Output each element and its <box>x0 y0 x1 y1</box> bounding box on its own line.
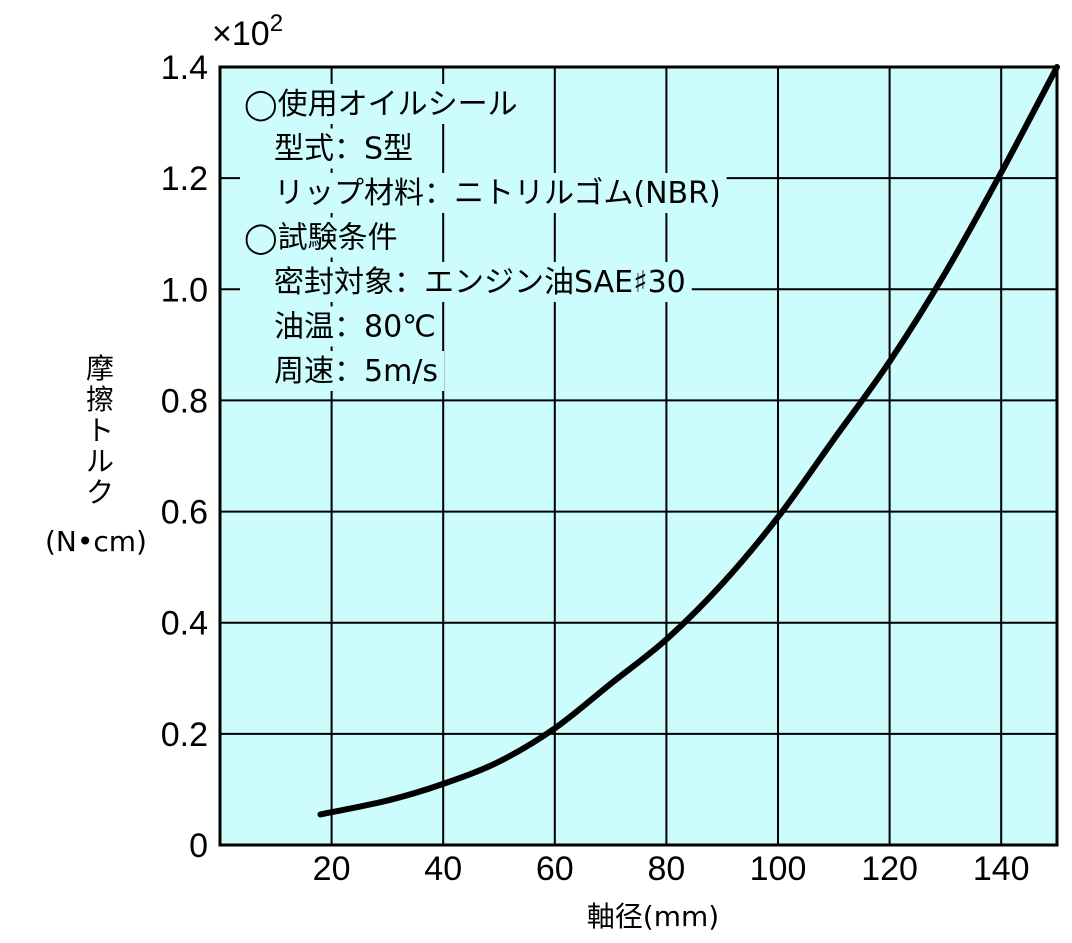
x-axis-label: 軸径(mm) <box>587 900 719 933</box>
y-axis-label-char: ト <box>86 414 114 447</box>
note-line-background <box>240 84 524 124</box>
x-tick-label: 120 <box>861 850 918 888</box>
note-line: 周速：5m/s <box>244 354 438 389</box>
note-line: 油温：80℃ <box>244 310 436 345</box>
plot-frame <box>218 65 1059 847</box>
y-axis-label-char: ル <box>86 445 114 478</box>
note-line-background <box>240 351 445 391</box>
x-tick-label: 20 <box>313 850 351 888</box>
x-tick-label: 80 <box>647 850 685 888</box>
y-tick-label: 0.2 <box>161 716 208 754</box>
y-axis-multiplier: ×102 <box>212 10 283 53</box>
y-tick-label: 1.4 <box>161 49 208 87</box>
x-tick-label: 100 <box>750 850 807 888</box>
x-tick-label: 40 <box>424 850 462 888</box>
y-axis-label-char: ク <box>86 476 114 509</box>
y-tick-label: 0 <box>189 827 208 865</box>
friction-torque-curve <box>317 64 1060 818</box>
x-tick-label: 60 <box>536 850 574 888</box>
y-tick-label: 0.8 <box>161 382 208 420</box>
note-line: ◯試験条件 <box>244 221 398 256</box>
x-axis-ticks: 20 40 60 80 100 120 140 <box>313 850 1030 888</box>
note-line-background <box>240 128 420 169</box>
conditions-note: ◯使用オイルシール 型式：S型 リップ材料：ニトリルゴム(NBR) ◯試験条件 密… <box>240 84 727 391</box>
note-line-background <box>240 173 727 213</box>
y-axis-multiplier-exponent: 2 <box>270 10 283 37</box>
y-axis-multiplier-base: ×10 <box>212 15 270 53</box>
y-axis-label-char: 摩 <box>86 352 114 385</box>
y-tick-label: 1.2 <box>161 160 208 198</box>
note-line: ◯使用オイルシール <box>244 87 518 122</box>
y-tick-label: 0.4 <box>161 605 208 643</box>
note-line: 密封対象：エンジン油SAE♯30 <box>244 265 686 300</box>
note-line: 型式：S型 <box>244 132 413 167</box>
note-line-background <box>240 217 404 258</box>
y-tick-label: 0.6 <box>161 494 208 532</box>
y-axis-unit: (N•cm) <box>45 525 147 558</box>
x-tick-label: 140 <box>973 850 1030 888</box>
y-axis-label-char: 擦 <box>86 383 114 416</box>
note-line: リップ材料：ニトリルゴム(NBR) <box>244 176 721 211</box>
y-tick-label: 1.0 <box>161 271 208 309</box>
note-line-background <box>240 262 692 302</box>
y-axis-ticks: 0 0.2 0.4 0.6 0.8 1.0 1.2 1.4 <box>161 49 208 865</box>
note-line-background <box>240 306 442 347</box>
